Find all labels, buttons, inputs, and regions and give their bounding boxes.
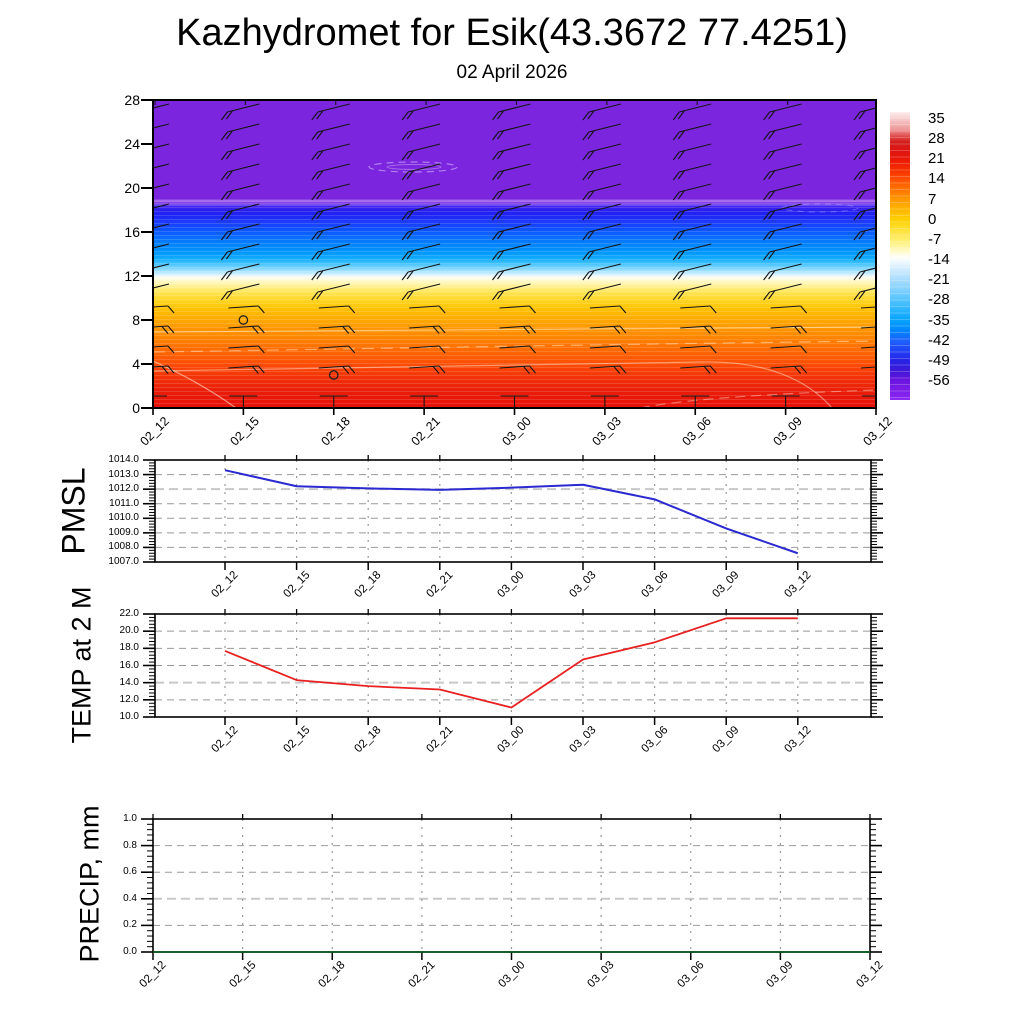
time-label: 02_18 bbox=[316, 959, 348, 991]
time-label: 03_12 bbox=[782, 569, 814, 601]
time-label: 02_12 bbox=[209, 724, 241, 756]
temp-series-line bbox=[224, 617, 798, 709]
temp-y-tick-label: 20.0 bbox=[119, 625, 139, 637]
colorbar-tick-label: -35 bbox=[928, 311, 950, 329]
time-label: 03_00 bbox=[495, 724, 527, 756]
pmsl-panel-border bbox=[154, 459, 872, 563]
time-label: 02_18 bbox=[352, 569, 384, 601]
pmsl-y-tick-label: 1014.0 bbox=[108, 454, 139, 465]
time-label: 02_15 bbox=[281, 724, 313, 756]
page-title: Kazhydromet for Esik(43.3672 77.4251) bbox=[176, 12, 848, 54]
pmsl-y-tick-label: 1008.0 bbox=[108, 541, 139, 553]
time-label: 02_21 bbox=[408, 414, 444, 449]
time-label: 02_21 bbox=[424, 569, 456, 601]
temp-y-tick-label: 18.0 bbox=[119, 642, 139, 654]
time-label: 03_03 bbox=[585, 959, 617, 991]
colorbar-tick-label: -28 bbox=[928, 291, 950, 309]
precip-panel bbox=[141, 814, 882, 960]
colorbar-tick-label: 14 bbox=[928, 170, 945, 188]
time-label: 02_18 bbox=[318, 414, 353, 449]
profile-shading-bands bbox=[153, 196, 876, 408]
profile-y-tick-label: 20 bbox=[124, 180, 140, 196]
time-label: 03_00 bbox=[495, 959, 528, 991]
time-label: 03_06 bbox=[675, 959, 707, 991]
profile-panel-shading bbox=[153, 100, 876, 408]
time-label: 03_03 bbox=[567, 724, 599, 756]
colorbar-tick-label: -49 bbox=[928, 351, 950, 369]
precip-y-tick-label: 0.4 bbox=[123, 892, 137, 904]
profile-y-tick-label: 12 bbox=[124, 268, 140, 284]
time-label: 03_00 bbox=[495, 569, 527, 601]
temp-panel bbox=[143, 609, 883, 725]
time-label: 03_03 bbox=[589, 414, 624, 449]
temp-y-tick-label: 14.0 bbox=[119, 676, 139, 688]
colorbar-tick-label: -14 bbox=[928, 251, 950, 269]
time-label: 03_03 bbox=[567, 569, 599, 601]
colorbar-tick-label: 21 bbox=[928, 150, 945, 168]
precip-y-tick-label: 0.6 bbox=[123, 866, 137, 878]
colorbar-tick-label: -7 bbox=[928, 230, 942, 248]
pmsl-panel bbox=[143, 455, 883, 570]
temp-y-tick-label: 22.0 bbox=[119, 608, 139, 619]
pmsl-y-tick-label: 1010.0 bbox=[108, 512, 139, 524]
time-label: 02_12 bbox=[137, 414, 172, 449]
profile-y-tick-label: 0 bbox=[132, 400, 140, 416]
time-label: 03_09 bbox=[764, 959, 796, 991]
pmsl-y-tick-label: 1012.0 bbox=[108, 483, 139, 495]
precip-y-tick-label: 1.0 bbox=[123, 813, 137, 824]
colorbar-bands bbox=[890, 112, 910, 400]
temperature-colorbar bbox=[890, 112, 910, 400]
pmsl-y-tick-label: 1011.0 bbox=[109, 497, 139, 509]
temp-y-tick-label: 12.0 bbox=[119, 693, 139, 705]
time-label: 03_06 bbox=[679, 414, 715, 449]
time-label: 02_15 bbox=[227, 414, 263, 449]
profile-y-tick-label: 16 bbox=[124, 224, 140, 240]
time-label: 03_09 bbox=[710, 724, 742, 756]
colorbar-tick-label: -21 bbox=[928, 271, 950, 289]
precip-axis-title: PRECIP, mm bbox=[74, 805, 105, 963]
time-label: 03_06 bbox=[639, 724, 671, 756]
profile-y-tick-label: 24 bbox=[124, 136, 140, 152]
profile-y-tick-label: 28 bbox=[124, 92, 140, 108]
time-label: 02_21 bbox=[406, 959, 438, 991]
profile-y-tick-label: 4 bbox=[132, 356, 140, 372]
precip-y-tick-label: 0.2 bbox=[123, 919, 137, 931]
precip-y-tick-label: 0.0 bbox=[123, 946, 137, 957]
time-label: 03_09 bbox=[710, 569, 742, 601]
temp-panel-border bbox=[154, 613, 872, 718]
pmsl-series-line bbox=[224, 469, 799, 555]
pmsl-y-tick-label: 1013.0 bbox=[108, 468, 139, 480]
colorbar-tick-label: 7 bbox=[928, 190, 937, 208]
time-label: 03_06 bbox=[639, 569, 671, 601]
temp-y-tick-label: 10.0 bbox=[119, 711, 139, 722]
time-label: 02_18 bbox=[352, 724, 384, 756]
time-label: 02_15 bbox=[227, 959, 259, 991]
time-label: 03_12 bbox=[860, 414, 895, 449]
time-label: 03_00 bbox=[498, 414, 534, 449]
colorbar-tick-label: 0 bbox=[928, 210, 937, 228]
time-label: 03_12 bbox=[854, 959, 886, 991]
precip-y-tick-label: 0.8 bbox=[123, 839, 137, 851]
profile-y-tick-label: 8 bbox=[132, 312, 140, 328]
pmsl-y-tick-label: 1007.0 bbox=[108, 556, 139, 567]
time-label: 02_12 bbox=[209, 569, 241, 601]
colorbar-tick-label: 35 bbox=[928, 110, 945, 127]
temp-y-tick-label: 16.0 bbox=[119, 659, 139, 671]
time-label: 02_21 bbox=[424, 724, 456, 756]
time-label: 02_12 bbox=[137, 959, 169, 991]
colorbar-tick-label: 28 bbox=[928, 130, 945, 148]
time-label: 03_09 bbox=[770, 414, 805, 449]
colorbar-tick-label: -56 bbox=[928, 371, 950, 389]
time-label: 03_12 bbox=[782, 724, 814, 756]
colorbar-tick-label: -42 bbox=[928, 331, 950, 349]
time-label: 02_15 bbox=[281, 569, 313, 601]
page-subtitle: 02 April 2026 bbox=[456, 62, 568, 83]
precip-panel-border bbox=[152, 818, 871, 953]
pmsl-y-tick-label: 1009.0 bbox=[108, 526, 139, 538]
